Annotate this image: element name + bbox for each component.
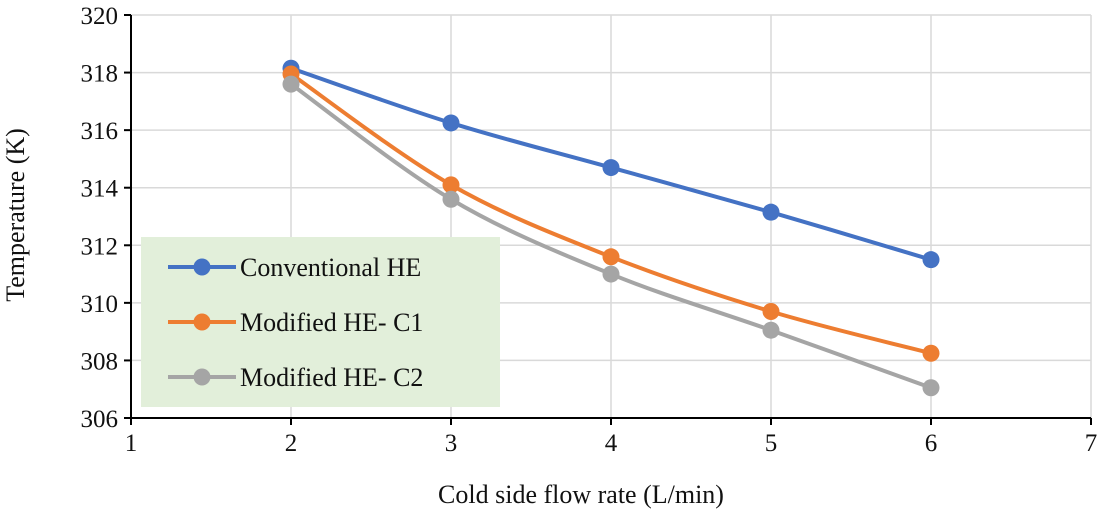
legend-marker (193, 313, 211, 331)
y-tick-label: 312 (81, 233, 119, 260)
x-tick-label: 1 (125, 430, 138, 457)
y-tick-label: 318 (81, 61, 119, 88)
legend-item: Conventional HE (168, 253, 421, 282)
data-point (762, 203, 780, 221)
y-tick-label: 308 (81, 348, 119, 375)
legend-item: Modified HE- C1 (168, 308, 423, 337)
legend-label: Modified HE- C2 (240, 363, 423, 392)
data-point (442, 176, 460, 194)
data-point (602, 265, 620, 283)
data-point (922, 344, 940, 362)
data-point (282, 75, 300, 93)
y-axis-title: Temperature (K) (1, 128, 30, 302)
data-point (762, 321, 780, 339)
y-tick-label: 314 (81, 176, 119, 203)
x-tick-label: 7 (1085, 430, 1098, 457)
legend-label: Modified HE- C1 (240, 308, 423, 337)
data-point (922, 251, 940, 269)
legend-marker (193, 258, 211, 276)
x-tick-label: 6 (925, 430, 938, 457)
x-tick-label: 2 (285, 430, 298, 457)
x-tick-label: 5 (765, 430, 778, 457)
y-tick-label: 310 (81, 291, 119, 318)
axes: 1 2 3 4 5 6 7 306 308 310 312 314 316 318 320 (81, 3, 1098, 457)
y-tick-label: 320 (81, 3, 119, 30)
legend-item: Modified HE- C2 (168, 363, 423, 392)
legend-label: Conventional HE (240, 253, 421, 282)
y-tick-label: 306 (81, 406, 119, 433)
legend-marker (193, 368, 211, 386)
data-point (442, 114, 460, 132)
x-tick-label: 4 (605, 430, 618, 457)
series-modified-he-c2 (282, 75, 940, 397)
x-axis-title: Cold side flow rate (L/min) (438, 480, 724, 509)
y-tick-label: 316 (81, 118, 119, 145)
series (282, 59, 940, 397)
data-point (762, 302, 780, 320)
data-point (442, 190, 460, 208)
legend: Conventional HE Modified HE- C1 Modified H… (141, 237, 500, 407)
data-point (602, 159, 620, 177)
series-modified-he-c1 (282, 65, 940, 362)
x-tick-label: 3 (445, 430, 458, 457)
data-point (602, 248, 620, 266)
data-point (922, 379, 940, 397)
